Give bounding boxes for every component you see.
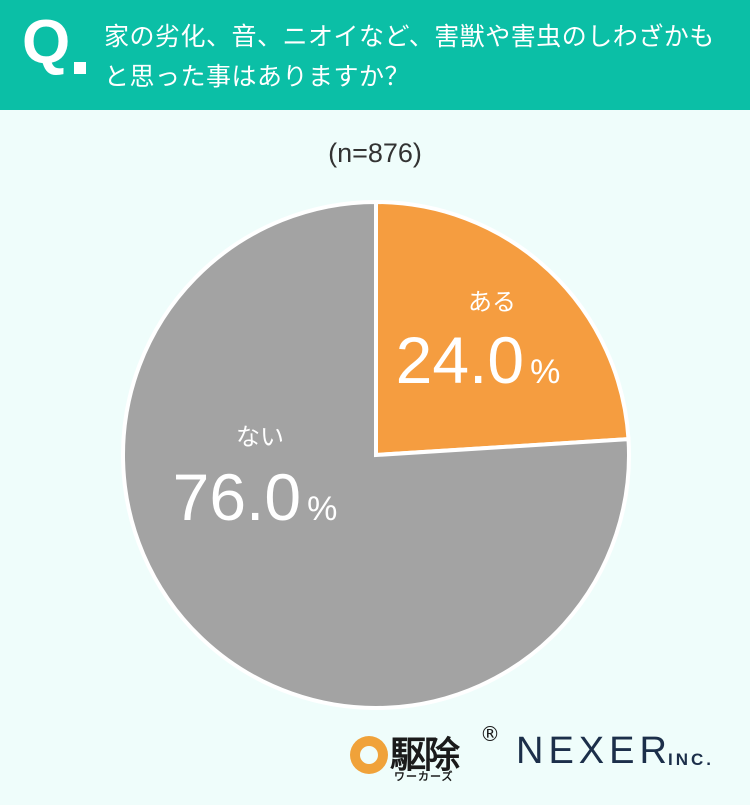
nexer-logo: NEXER [516,730,672,772]
slice-value-no: 76.0% [173,460,338,534]
slice-value-yes: 24.0% [396,323,561,397]
registered-mark: ® [480,722,500,746]
question-header: Q 家の劣化、音、ニオイなど、害獣や害虫のしわざかもと思った事はありますか？ [0,0,750,110]
q-mark: Q [22,8,71,77]
slice-label-yes: ある [468,288,516,316]
pie-slice-no [121,199,631,710]
slice-label-no: ない [236,423,284,451]
nexer-inc: INC. [668,750,714,769]
sample-size: (n=876) [328,138,422,168]
logo-ring-icon [350,736,388,774]
kujo-workers-logo: 駆除 ワーカーズ ® [350,722,500,783]
logo1-main: 駆除 [390,735,460,776]
pie-slice-yes [374,199,631,458]
question-text: 家の劣化、音、ニオイなど、害獣や害虫のしわざかもと思った事はありますか？ [104,22,715,91]
logo1-sub: ワーカーズ [394,770,454,783]
q-dot [74,62,86,74]
